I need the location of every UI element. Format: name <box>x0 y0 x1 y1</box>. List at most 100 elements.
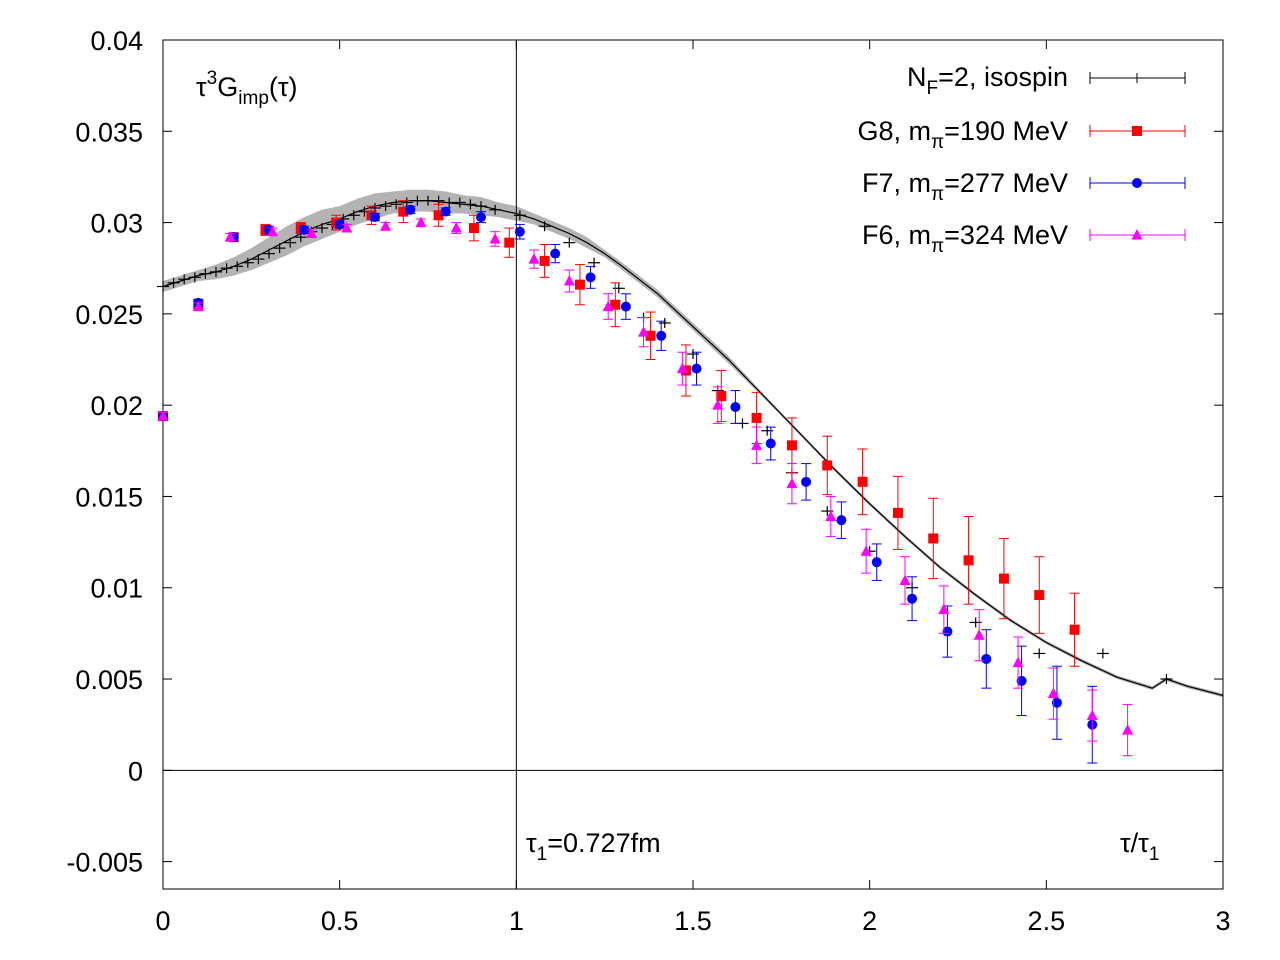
y-tick-label: 0.015 <box>75 482 143 512</box>
g8-marker <box>998 573 1009 584</box>
y-axis-label-tau: τ <box>196 72 207 102</box>
error-band-layer <box>163 189 1223 698</box>
f7-data-point <box>405 204 416 215</box>
isospin-data-point <box>347 210 360 221</box>
legend-label-f7-tail: =277 MeV <box>944 168 1068 198</box>
f6-marker <box>267 225 279 237</box>
y-tick-label: 0 <box>128 756 143 786</box>
isospin-data-point <box>1160 674 1173 685</box>
g8-data-point <box>504 227 515 258</box>
y-axis-label-sup: 3 <box>207 68 218 89</box>
f7-data-point <box>942 605 953 658</box>
y-tick-label: -0.005 <box>66 848 143 878</box>
f6-data-point <box>1086 689 1098 742</box>
f6-data-point <box>602 293 614 320</box>
y-tick-label: 0.025 <box>75 300 143 330</box>
f6-data-point <box>341 222 353 233</box>
f7-data-point <box>334 219 345 230</box>
isospin-data-point <box>464 199 477 210</box>
legend-label-f6-main: F6, m <box>862 220 931 250</box>
f6-marker <box>786 477 798 489</box>
x-axis-label: τ/τ1 <box>1120 828 1159 865</box>
legend-label-isospin-main: N <box>907 62 927 92</box>
f7-marker <box>907 593 918 604</box>
f7-data-point <box>440 206 451 217</box>
f7-marker <box>299 224 310 235</box>
f7-data-point <box>656 320 667 351</box>
f7-data-point <box>1051 665 1062 740</box>
legend-marker-f6 <box>1131 229 1143 240</box>
f7-marker <box>871 557 882 568</box>
f6-marker <box>450 222 462 233</box>
f6-data-point <box>1012 636 1024 689</box>
f7-marker <box>942 626 953 637</box>
x-axis-label-sub: 1 <box>1149 844 1160 865</box>
f6-data-point <box>973 609 985 662</box>
f6-marker <box>899 574 911 585</box>
isospin-data-point <box>210 266 222 277</box>
f6-marker <box>1012 656 1024 668</box>
f7-data-point <box>550 243 561 264</box>
f7-marker <box>585 272 596 283</box>
tau1-annotation-sub: 1 <box>537 844 548 865</box>
isospin-data-point <box>513 210 526 221</box>
f7-marker <box>765 438 776 449</box>
g8-marker <box>468 223 479 234</box>
f6-marker <box>602 300 614 312</box>
y-tick-label: 0.005 <box>75 665 143 695</box>
g8-data-point <box>610 282 621 328</box>
f7-marker <box>334 219 345 230</box>
f6-marker <box>751 439 763 450</box>
f6-data-point <box>938 585 950 634</box>
f6-data-point <box>712 386 724 424</box>
f7-data-point <box>801 463 812 501</box>
f7-data-point <box>476 211 486 224</box>
legend-sample-f7 <box>1089 177 1186 189</box>
y-axis-label-sub: imp <box>238 88 269 109</box>
g8-data-point <box>857 448 868 516</box>
f6-marker <box>489 233 501 244</box>
isospin-error-band <box>163 189 1223 698</box>
g8-marker <box>928 533 939 544</box>
f6-data-point <box>860 528 872 574</box>
g8-data-point <box>398 200 409 224</box>
f7-marker <box>514 226 525 237</box>
isospin-data-point <box>390 199 403 210</box>
f6-marker <box>1047 687 1059 699</box>
g8-marker <box>504 237 515 248</box>
legend-label-isospin: NF=2, isospin <box>907 62 1068 99</box>
f6-marker <box>676 362 688 374</box>
g8-marker <box>751 412 762 423</box>
f6-marker <box>415 216 427 228</box>
f6-data-point <box>638 317 650 348</box>
isospin-data-point <box>422 195 434 206</box>
f7-data-point <box>620 293 631 320</box>
g8-marker <box>857 476 868 487</box>
f7-data-point <box>907 576 918 622</box>
f7-data-point <box>836 501 847 539</box>
g8-data-point <box>892 475 903 550</box>
f6-data-point <box>450 222 462 235</box>
f7-data-point <box>691 351 702 386</box>
f7-data-point <box>981 629 992 689</box>
f7-marker <box>981 653 992 664</box>
g8-data-point <box>433 203 444 227</box>
g8-marker <box>398 206 409 217</box>
g8-data-point <box>539 243 550 278</box>
g8-marker <box>539 255 550 266</box>
isospin-data-point <box>538 221 551 232</box>
f6-data-point <box>305 227 317 239</box>
f6-data-point <box>751 426 763 465</box>
legend-sample-g8 <box>1089 125 1186 137</box>
y-axis-label-g: G <box>217 72 238 102</box>
isospin-data-point <box>199 268 212 279</box>
f7-marker <box>440 206 451 217</box>
isospin-data-point <box>273 243 286 254</box>
g8-marker <box>433 210 444 221</box>
isospin-data-point <box>263 248 275 259</box>
g8-marker <box>1069 624 1080 635</box>
legend-label-f6: F6, mπ=324 MeV <box>862 220 1068 257</box>
f6-marker <box>973 629 985 640</box>
legend-label-g8-sub: π <box>931 132 944 153</box>
